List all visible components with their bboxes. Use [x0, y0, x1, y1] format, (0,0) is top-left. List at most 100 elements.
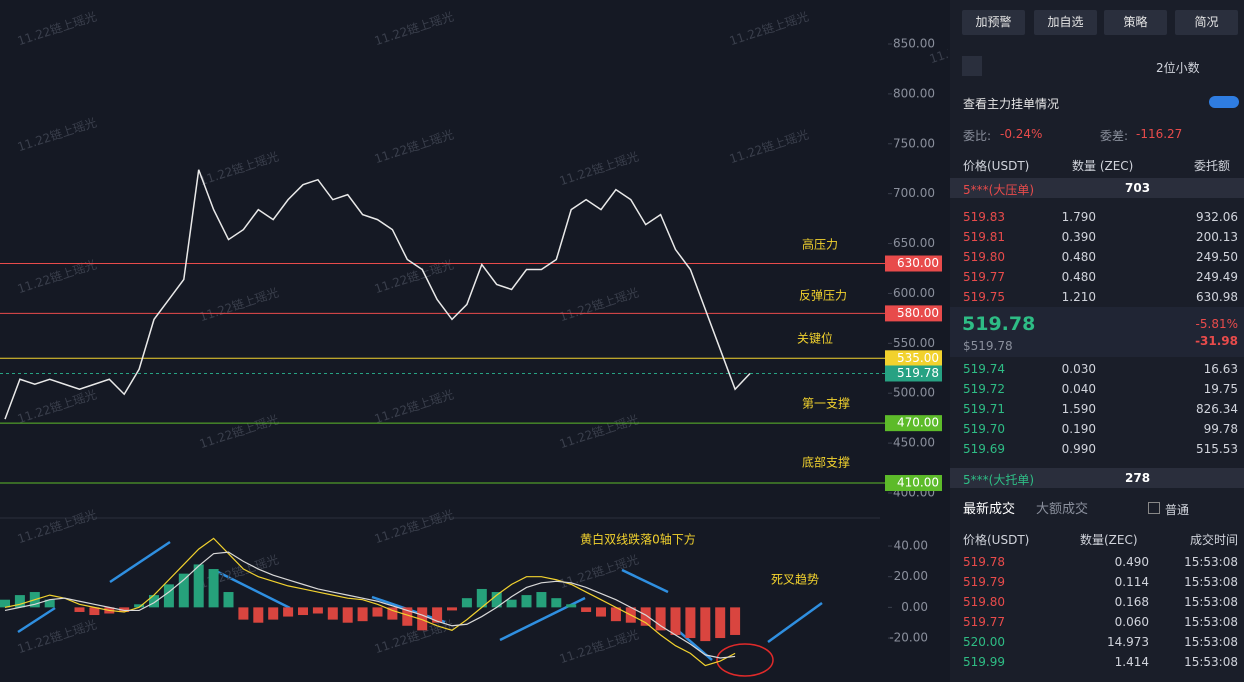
macd-bar — [521, 595, 532, 608]
button[interactable]: 简况 — [1175, 10, 1238, 35]
trade-qty: 0.060 — [1114, 615, 1149, 629]
level-label: 580.00 — [897, 306, 939, 320]
macd-bar — [298, 607, 308, 616]
amount: 826.34 — [1196, 402, 1238, 416]
button[interactable]: 策略 — [1104, 10, 1167, 35]
ratio-label: 委比: — [963, 129, 992, 143]
macd-bar — [402, 607, 413, 626]
macd-bar — [506, 599, 517, 608]
macd-line — [4, 537, 736, 667]
level-label: 410.00 — [897, 476, 939, 490]
decimal-select[interactable]: 2位小数 — [1156, 61, 1200, 75]
trade-price: 520.00 — [963, 635, 1005, 649]
macd-bar — [253, 607, 264, 623]
macd-bar — [432, 607, 443, 623]
trade-qty: 1.414 — [1114, 655, 1149, 669]
macd-bar — [596, 607, 606, 617]
col-head: 价格(USDT) — [963, 533, 1030, 547]
price: 519.71 — [963, 402, 1005, 416]
layout-icon[interactable] — [962, 56, 982, 76]
y-tick-label: 40.00 — [894, 539, 928, 553]
macd-bar — [0, 599, 10, 608]
macd-bar — [670, 607, 681, 635]
macd-bar — [178, 573, 189, 608]
qty: 1.790 — [1061, 210, 1096, 224]
macd-bar — [640, 607, 651, 626]
level-label: 470.00 — [897, 416, 939, 430]
chart-bg — [0, 0, 948, 682]
ratio: -0.24% — [1000, 127, 1043, 141]
qty: 1.210 — [1061, 290, 1096, 304]
price: 519.83 — [963, 210, 1005, 224]
button[interactable]: 加预警 — [962, 10, 1025, 35]
big-buy-amt: 278 — [1125, 471, 1151, 485]
last-price: 519.78 — [962, 313, 1036, 335]
side-panel: 加预警 加自选 策略 简况 2位小数 查看主力挂单情况 委比: -0.24% 委… — [950, 0, 1244, 682]
qty: 0.480 — [1061, 250, 1096, 264]
price: 519.80 — [963, 250, 1005, 264]
change-pct: -5.81% — [1195, 317, 1238, 331]
macd-bar — [447, 607, 457, 611]
qty: 0.040 — [1061, 382, 1096, 396]
current-label: 519.78 — [897, 366, 939, 380]
level-label: 630.00 — [897, 256, 939, 270]
macd-bar — [342, 607, 353, 623]
trade-qty: 0.114 — [1114, 575, 1149, 589]
big-buy: 5***(大托单) — [963, 473, 1034, 487]
col-head: 委托额 — [1193, 159, 1230, 173]
level-tag — [885, 255, 942, 272]
change: -31.98 — [1195, 334, 1238, 348]
last-bg — [950, 307, 1244, 357]
level-tag — [885, 475, 942, 492]
amount: 630.98 — [1196, 290, 1238, 304]
tab[interactable]: 最新成交 — [963, 502, 1016, 517]
amount: 99.78 — [1203, 422, 1238, 436]
filter[interactable]: 普通 — [1165, 503, 1190, 517]
qty: 0.030 — [1061, 362, 1096, 376]
current-tag — [885, 365, 942, 382]
y-tick-label: 20.00 — [894, 569, 928, 583]
macd-bar — [193, 564, 204, 608]
amount: 249.50 — [1196, 250, 1238, 264]
toggle[interactable] — [1209, 96, 1239, 108]
button[interactable]: 加自选 — [1034, 10, 1097, 35]
checkbox[interactable] — [1148, 502, 1160, 514]
macd-bar — [685, 607, 696, 639]
level-note: 关键位 — [797, 331, 833, 346]
amount: 19.75 — [1203, 382, 1238, 396]
tab[interactable]: 大额成交 — [1036, 502, 1089, 517]
macd-bar — [387, 607, 398, 620]
amount: 932.06 — [1196, 210, 1238, 224]
macd-bar — [655, 607, 666, 631]
macd-line — [4, 551, 736, 659]
macd-bar — [283, 607, 294, 617]
macd-bar — [44, 599, 55, 608]
macd-bar — [461, 598, 472, 608]
trade-price: 519.77 — [963, 615, 1005, 629]
diff: -116.27 — [1136, 127, 1183, 141]
qty: 0.190 — [1061, 422, 1096, 436]
macd-bar — [89, 607, 100, 616]
level-tag — [885, 305, 942, 322]
col-head: 数量(ZEC) — [1080, 533, 1138, 547]
qty: 0.480 — [1061, 270, 1096, 284]
ob-title[interactable]: 查看主力挂单情况 — [963, 97, 1060, 111]
level-note: 底部支撑 — [802, 455, 850, 470]
macd-bar — [536, 592, 547, 608]
macd-bar — [610, 607, 621, 622]
trade-price: 519.78 — [963, 555, 1005, 569]
big-sell-bg — [950, 178, 1244, 198]
level-note: 第一支撑 — [802, 396, 850, 411]
macd-bar — [551, 598, 562, 608]
big-sell-amt: 703 — [1125, 181, 1151, 195]
level-tag — [885, 415, 942, 432]
trade-price: 519.99 — [963, 655, 1005, 669]
level-note: 高压力 — [802, 237, 838, 252]
amount: 200.13 — [1196, 230, 1238, 244]
macd-bar — [74, 607, 85, 612]
y-tick-label: 850.00 — [893, 37, 935, 51]
trade-time: 15:53:08 — [1184, 655, 1238, 669]
y-tick-label: 650.00 — [893, 236, 935, 250]
annotation: 黄白双线跌落0轴下方 — [580, 532, 696, 547]
macd-bar — [372, 607, 383, 617]
